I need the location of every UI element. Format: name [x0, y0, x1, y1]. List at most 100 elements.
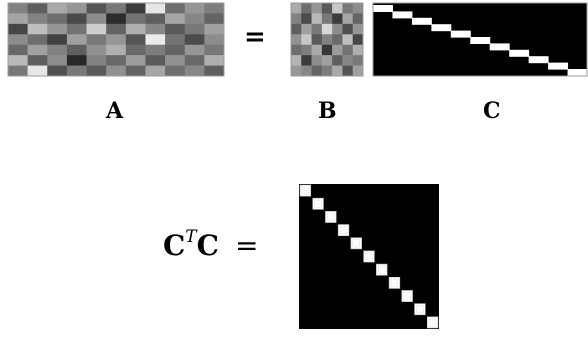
matrix-c-step — [528, 56, 549, 64]
matrix-c-border — [372, 2, 588, 77]
matrix-b-cell — [352, 3, 364, 14]
matrix-a-cell — [8, 44, 28, 56]
matrix-b-cell — [332, 23, 343, 35]
matrix-b-cell — [291, 34, 302, 46]
matrix-a-cell — [86, 44, 107, 56]
matrix-a-cell — [47, 13, 68, 25]
matrix-a-cell — [145, 65, 166, 77]
matrix-ctc-diagonal-block — [426, 316, 439, 329]
matrix-b-cell — [342, 3, 354, 14]
matrix-a-cell — [47, 3, 68, 14]
matrix-b-cell — [342, 34, 354, 46]
matrix-a-border — [7, 2, 225, 77]
matrix-b-cell — [352, 55, 364, 66]
matrix-a-cell — [47, 34, 68, 46]
matrix-a-cell — [145, 44, 166, 56]
matrix-ctc-block-texture — [416, 305, 424, 314]
matrix-a-cell — [125, 65, 146, 77]
matrix-a-cell — [145, 13, 166, 25]
matrix-a-cell — [106, 3, 127, 14]
matrix-b-cell — [332, 13, 343, 25]
matrix-ctc-block-texture — [390, 278, 399, 287]
matrix-b-cell — [352, 23, 364, 35]
matrix-a-cell — [165, 34, 186, 46]
matrix-c-step — [411, 17, 432, 25]
matrix-a-cell — [204, 65, 225, 77]
matrix-b-cell — [321, 23, 333, 35]
matrix-a — [7, 2, 225, 77]
matrix-b-cell — [332, 3, 343, 14]
matrix-a-cell — [47, 23, 68, 35]
matrix-a-cell — [184, 13, 205, 25]
matrix-a-cell — [125, 3, 146, 14]
matrix-b-cell — [321, 65, 333, 77]
matrix-b-cell — [321, 55, 333, 66]
matrix-ctc-block-texture — [352, 239, 360, 248]
matrix-b-border — [290, 2, 364, 77]
matrix-a-cell — [184, 34, 205, 46]
matrix-b — [290, 2, 364, 77]
matrix-b-cell — [342, 23, 354, 35]
matrix-b-cell — [311, 34, 323, 46]
matrix-b-cell — [301, 44, 312, 56]
matrix-a-cell — [184, 44, 205, 56]
matrix-a-cell — [165, 44, 186, 56]
matrix-a-cell — [8, 65, 28, 77]
matrix-a-cell — [86, 55, 107, 66]
matrix-a-cell — [125, 55, 146, 66]
matrix-b-cell — [332, 34, 343, 46]
matrix-a-cell — [47, 44, 68, 56]
matrix-c-step — [509, 49, 530, 57]
matrix-c-step — [567, 69, 588, 76]
matrix-c-step — [392, 11, 413, 19]
matrix-a-cell — [106, 13, 127, 25]
matrix-a-cell — [66, 23, 87, 35]
matrix-b-cell — [301, 23, 312, 35]
label-a: A — [106, 98, 124, 124]
matrix-b-cell — [321, 3, 333, 14]
matrix-c-step — [450, 30, 471, 38]
label-c: C — [483, 98, 501, 124]
matrix-a-cell — [204, 3, 225, 14]
matrix-ctc-diagonal-block — [401, 290, 413, 302]
matrix-a-cell — [8, 3, 28, 14]
matrix-a-cell — [8, 23, 28, 35]
matrix-a-cell — [86, 23, 107, 35]
matrix-a-cell — [165, 65, 186, 77]
matrix-b-cell — [291, 44, 302, 56]
matrix-b-cell — [332, 55, 343, 66]
matrix-b-cell — [301, 55, 312, 66]
matrix-ctc-diagonal-block — [414, 303, 426, 316]
matrix-a-cell — [106, 44, 127, 56]
ctc-superscript: T — [185, 227, 197, 247]
matrix-b-cell — [291, 13, 302, 25]
matrix-c — [372, 2, 588, 77]
matrix-a-cell — [86, 34, 107, 46]
matrix-a-cell — [8, 34, 28, 46]
matrix-a-cell — [184, 3, 205, 14]
matrix-ctc-diagonal-block — [376, 263, 388, 276]
matrix-a-cell — [145, 23, 166, 35]
matrix-b-cell — [342, 44, 354, 56]
matrix-a-cell — [27, 65, 48, 77]
matrix-b-cell — [301, 34, 312, 46]
matrix-b-cell — [311, 55, 323, 66]
matrix-b-cell — [342, 13, 354, 25]
matrix-c-step — [548, 62, 569, 70]
matrix-b-cell — [352, 44, 364, 56]
matrix-a-cell — [145, 34, 166, 46]
matrix-b-cell — [321, 13, 333, 25]
matrix-a-cell — [106, 34, 127, 46]
matrix-b-cell — [301, 65, 312, 77]
matrix-b-cell — [321, 34, 333, 46]
matrix-a-cell — [66, 55, 87, 66]
matrix-a-cell — [47, 55, 68, 66]
matrix-a-cell — [184, 65, 205, 77]
matrix-ctc-diagonal-block — [299, 184, 312, 197]
matrix-b-cell — [321, 44, 333, 56]
matrix-a-cell — [66, 3, 87, 14]
matrix-a-cell — [66, 13, 87, 25]
matrix-b-cell — [291, 55, 302, 66]
matrix-a-cell — [86, 13, 107, 25]
